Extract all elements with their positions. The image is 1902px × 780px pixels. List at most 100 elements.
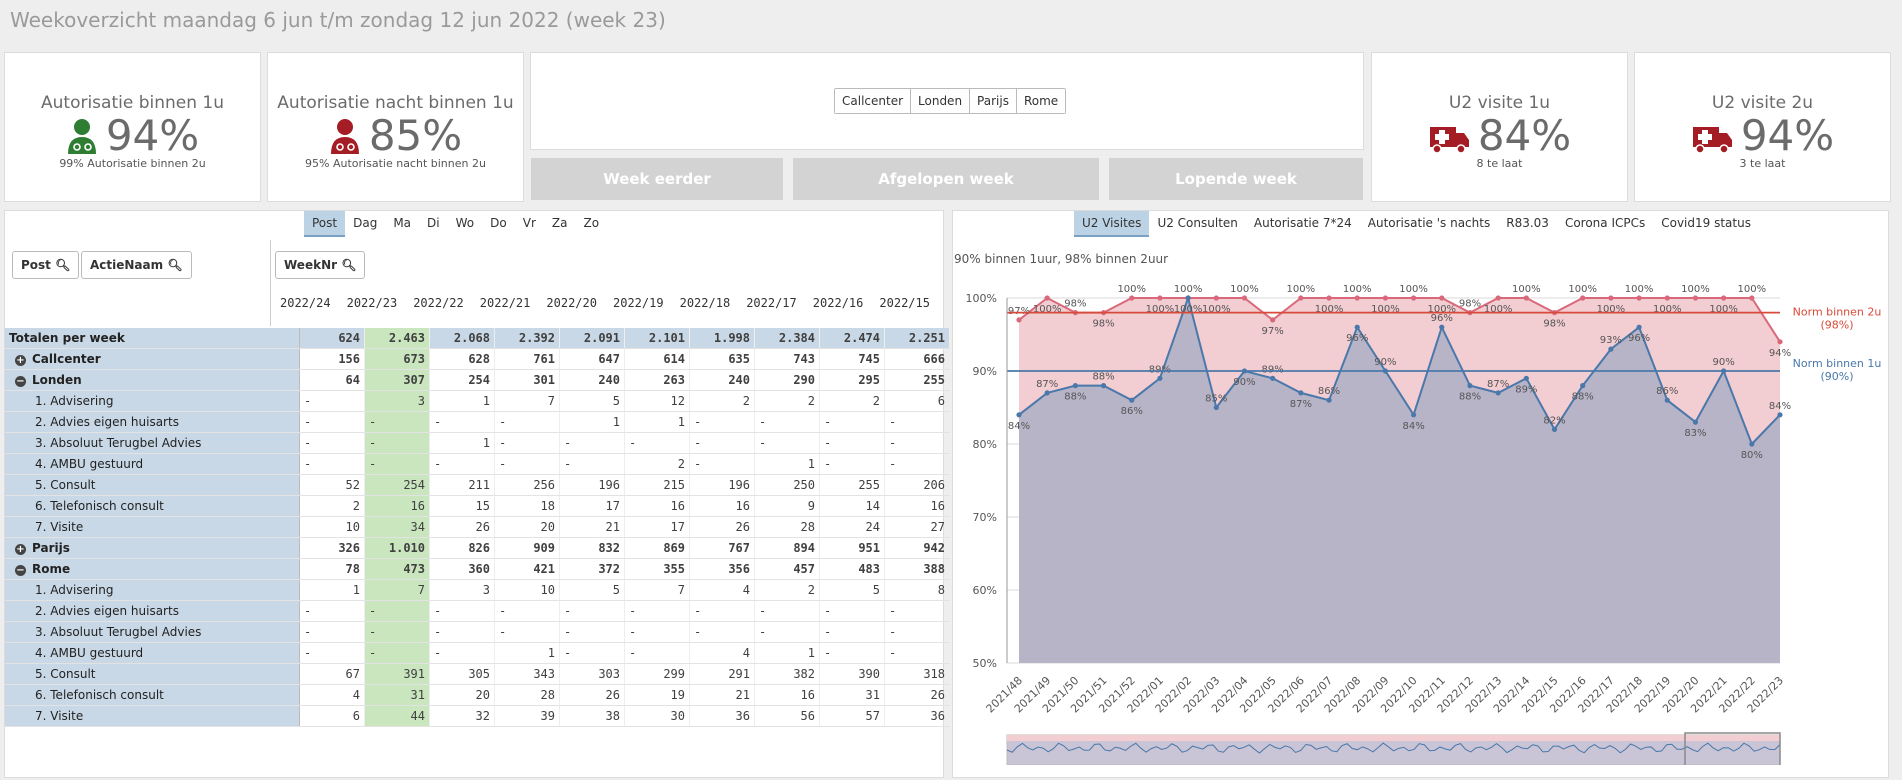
table-cell: 343 — [494, 663, 560, 685]
table-cell: 26 — [884, 684, 950, 706]
table-cell: 1 — [624, 411, 690, 433]
location-parijs-button[interactable]: Parijs — [970, 89, 1017, 113]
table-cell: 20 — [429, 684, 495, 706]
week-header[interactable]: 2022/19 — [613, 296, 664, 310]
collapse-icon[interactable]: − — [15, 376, 26, 387]
table-cell: - — [624, 642, 690, 664]
lopende-week-button[interactable]: Lopende week — [1109, 158, 1363, 200]
table-cell: 7 — [624, 579, 690, 601]
data-label: 100% — [1343, 284, 1372, 295]
data-point — [1608, 346, 1614, 352]
table-cell: 295 — [819, 369, 885, 391]
expand-icon[interactable]: + — [15, 544, 26, 555]
data-label: 98% — [1092, 319, 1114, 330]
table-cell: - — [299, 390, 365, 412]
expand-icon[interactable]: + — [15, 355, 26, 366]
chart-tab[interactable]: Corona ICPCs — [1564, 216, 1646, 230]
chart-tab[interactable]: U2 Consulten — [1157, 216, 1238, 230]
location-callcenter-button[interactable]: Callcenter — [835, 89, 912, 113]
table-cell: 8 — [884, 579, 950, 601]
table-cell: - — [494, 621, 560, 643]
table-cell: 303 — [559, 663, 625, 685]
week-header[interactable]: 2022/15 — [879, 296, 930, 310]
chart-tab[interactable]: Autorisatie 7*24 — [1253, 216, 1352, 230]
location-londen-button[interactable]: Londen — [911, 89, 971, 113]
data-label: 100% — [1597, 304, 1626, 315]
kpi-subtext: 8 te laat — [1476, 157, 1523, 170]
table-row: 4. AMBU gestuurd - - - - -2-1- - — [5, 453, 950, 475]
table-row: 5. Consult 52 254 211 256 196 215 196 250 255 206 — [5, 474, 950, 496]
tab-wo[interactable]: Wo — [455, 216, 475, 230]
data-point — [1354, 324, 1360, 330]
row-label[interactable]: − Londen — [5, 369, 300, 391]
post-filter[interactable]: Post 🔍︎ — [12, 251, 80, 279]
tab-vr[interactable]: Vr — [522, 216, 536, 230]
data-label: 98% — [1064, 299, 1086, 310]
tab-za[interactable]: Za — [551, 216, 568, 230]
week-header[interactable]: 2022/17 — [746, 296, 797, 310]
data-point — [1692, 419, 1699, 425]
data-point — [1580, 295, 1586, 301]
range-scrollbar-handle[interactable] — [1684, 732, 1781, 765]
tab-dag[interactable]: Dag — [353, 216, 378, 230]
tab-post[interactable]: Post — [304, 211, 346, 237]
actienaam-filter[interactable]: ActieNaam 🔍︎ — [81, 251, 192, 279]
data-label: 96% — [1346, 333, 1368, 344]
week-header[interactable]: 2022/23 — [346, 296, 398, 310]
collapse-icon[interactable]: − — [15, 565, 26, 576]
chart-tab[interactable]: U2 Visites — [1074, 211, 1150, 237]
table-cell: - — [429, 600, 495, 622]
table-row: 2. Advies eigen huisarts - - - - - - - - - - — [5, 600, 950, 622]
tab-di[interactable]: Di — [427, 216, 440, 230]
week-header[interactable]: 2022/20 — [546, 296, 597, 310]
table-cell: - — [884, 411, 950, 433]
table-cell: - — [884, 453, 950, 475]
location-rome-button[interactable]: Rome — [1016, 89, 1066, 113]
table-cell: 290 — [754, 369, 820, 391]
table-cell: 5 — [559, 390, 625, 412]
table-cell: 1 — [429, 390, 495, 412]
row-label[interactable]: − Rome — [5, 558, 300, 580]
week-header[interactable]: 2022/22 — [413, 296, 464, 310]
kpi-title: Autorisatie nacht binnen 1u — [277, 93, 514, 113]
table-cell: - — [299, 621, 365, 643]
data-point — [1382, 295, 1389, 301]
data-label: 97% — [1262, 326, 1284, 337]
table-cell: - — [689, 621, 755, 643]
data-point — [1129, 397, 1135, 403]
table-cell: 255 — [884, 369, 950, 391]
data-label: 90% — [1233, 377, 1255, 388]
table-cell: 2 — [624, 453, 690, 475]
week-header[interactable]: 2022/16 — [812, 296, 864, 310]
tab-ma[interactable]: Ma — [393, 216, 412, 230]
row-label: Totalen per week — [5, 328, 300, 349]
table-cell: 196 — [559, 474, 625, 496]
table-cell: 20 — [494, 516, 560, 538]
data-label: 98% — [1543, 319, 1565, 330]
week-header[interactable]: 2022/21 — [479, 296, 531, 310]
week-header[interactable]: 2022/24 — [280, 296, 331, 310]
table-row: − Rome 78 473 360 421 372 355 356 457 483 388 — [5, 558, 950, 580]
data-label: 100% — [1625, 284, 1654, 295]
chart-tabs: U2 Visites U2 Consulten Autorisatie 7*24 Au… — [1074, 211, 1759, 237]
week-eerder-button[interactable]: Week eerder — [531, 158, 783, 200]
data-label: 100% — [1174, 304, 1203, 315]
data-point — [1326, 295, 1332, 301]
tab-zo[interactable]: Zo — [583, 216, 600, 230]
data-point — [1749, 441, 1755, 447]
weeknr-filter[interactable]: WeekNr 🔍︎ — [275, 251, 366, 279]
table-cell: 647 — [559, 348, 625, 370]
afgelopen-week-button[interactable]: Afgelopen week — [793, 158, 1099, 200]
week-header[interactable]: 2022/18 — [679, 296, 731, 310]
chart-tab[interactable]: Covid19 status — [1661, 216, 1751, 230]
tab-do[interactable]: Do — [490, 216, 507, 230]
chart-tab[interactable]: R83.03 — [1506, 216, 1549, 230]
row-label[interactable]: + Callcenter — [5, 348, 300, 370]
chart-tab[interactable]: Autorisatie 's nachts — [1367, 216, 1491, 230]
data-label: 96% — [1431, 313, 1453, 324]
table-row: 2. Advies eigen huisarts - - - -1 1- - - - — [5, 411, 950, 433]
data-point — [1495, 390, 1501, 396]
table-cell: 36 — [884, 705, 950, 727]
row-label[interactable]: + Parijs — [5, 537, 300, 559]
table-cell: 299 — [624, 663, 690, 685]
